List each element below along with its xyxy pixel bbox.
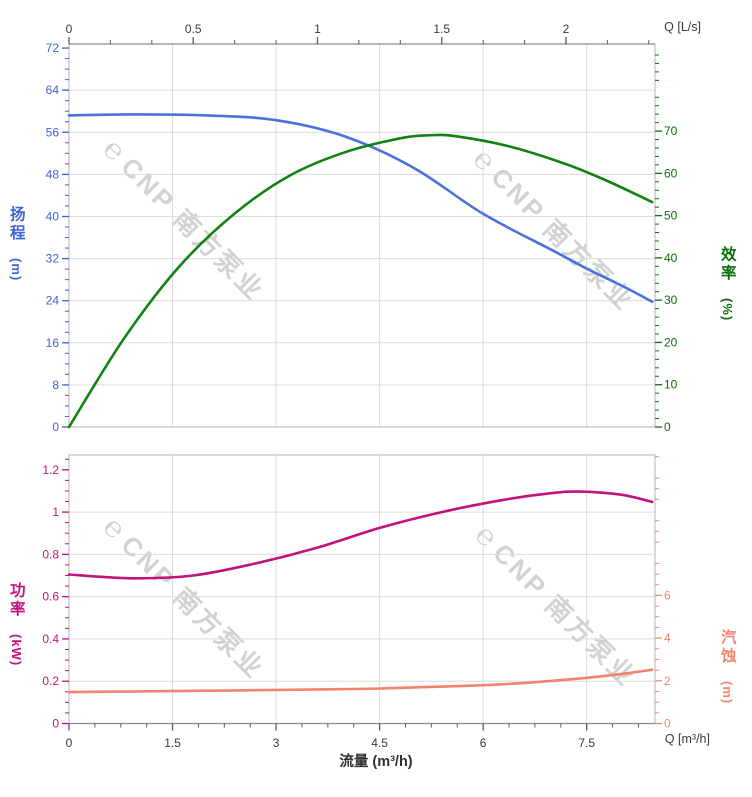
power-y-axis: 0 0.2 0.4 0.6 0.8 1 1.2 bbox=[42, 458, 69, 731]
svg-text:50: 50 bbox=[664, 209, 678, 223]
efficiency-axis-unit: (%) bbox=[719, 298, 735, 322]
svg-text:2: 2 bbox=[664, 674, 671, 688]
svg-text:40: 40 bbox=[46, 209, 60, 223]
svg-text:10: 10 bbox=[664, 378, 678, 392]
svg-text:2: 2 bbox=[563, 22, 570, 36]
bottom-axis-unit-label: Q [m³/h] bbox=[664, 732, 710, 746]
svg-text:0: 0 bbox=[52, 717, 59, 731]
head-axis-title-text: 扬程 bbox=[7, 206, 25, 243]
efficiency-curve bbox=[67, 133, 654, 429]
svg-text:30: 30 bbox=[664, 293, 678, 307]
power-curve bbox=[67, 490, 654, 580]
head-curve bbox=[67, 113, 654, 303]
top-axis-unit-label: Q [L/s] bbox=[664, 20, 701, 34]
svg-text:72: 72 bbox=[46, 41, 60, 55]
svg-text:0.6: 0.6 bbox=[42, 590, 59, 604]
svg-text:0: 0 bbox=[664, 420, 671, 434]
svg-text:6: 6 bbox=[480, 736, 487, 750]
svg-text:32: 32 bbox=[46, 252, 60, 266]
svg-text:1.5: 1.5 bbox=[164, 736, 181, 750]
npsh-axis-title-text: 汽蚀 bbox=[718, 629, 736, 666]
power-axis-title: 功率 (kW) bbox=[7, 582, 25, 667]
svg-text:0.2: 0.2 bbox=[42, 674, 59, 688]
bottom-x-axis: 0 1.5 3 4.5 6 7.5 bbox=[66, 723, 639, 750]
svg-text:0.8: 0.8 bbox=[42, 547, 59, 561]
top-x-axis: 0 0.5 1 1.5 2 bbox=[66, 22, 650, 44]
svg-text:16: 16 bbox=[46, 336, 60, 350]
flow-axis-title: 流量 (m³/h) bbox=[339, 754, 413, 770]
svg-text:70: 70 bbox=[664, 124, 678, 138]
svg-text:8: 8 bbox=[52, 378, 59, 392]
efficiency-y-axis: 0 10 20 30 40 50 60 70 bbox=[655, 54, 678, 434]
svg-text:0: 0 bbox=[66, 736, 73, 750]
npsh-axis-title: 汽蚀 (m) bbox=[718, 629, 736, 705]
svg-text:56: 56 bbox=[46, 125, 60, 139]
chart-frames bbox=[68, 43, 656, 725]
svg-text:48: 48 bbox=[46, 167, 60, 181]
svg-text:3: 3 bbox=[273, 736, 280, 750]
head-axis-unit: (m) bbox=[8, 258, 24, 282]
efficiency-axis-title: 效率 (%) bbox=[718, 246, 736, 322]
svg-text:0.5: 0.5 bbox=[185, 22, 202, 36]
svg-text:7.5: 7.5 bbox=[578, 736, 595, 750]
svg-text:0: 0 bbox=[52, 420, 59, 434]
svg-text:1.2: 1.2 bbox=[42, 463, 59, 477]
svg-text:1: 1 bbox=[314, 22, 321, 36]
svg-text:64: 64 bbox=[46, 83, 60, 97]
svg-text:1.5: 1.5 bbox=[433, 22, 450, 36]
chart1-gridlines bbox=[69, 44, 655, 427]
svg-text:20: 20 bbox=[664, 335, 678, 349]
npsh-curve bbox=[67, 668, 654, 694]
svg-text:0.4: 0.4 bbox=[42, 632, 59, 646]
svg-text:4: 4 bbox=[664, 631, 671, 645]
power-axis-title-text: 功率 bbox=[7, 582, 25, 619]
head-y-axis: 0 8 16 24 32 40 48 56 64 72 bbox=[46, 41, 69, 434]
svg-text:0: 0 bbox=[664, 717, 671, 731]
svg-text:60: 60 bbox=[664, 166, 678, 180]
svg-text:24: 24 bbox=[46, 294, 60, 308]
svg-text:6: 6 bbox=[664, 588, 671, 602]
efficiency-axis-title-text: 效率 bbox=[718, 246, 736, 283]
power-axis-unit: (kW) bbox=[8, 634, 24, 667]
npsh-axis-unit: (m) bbox=[719, 681, 735, 705]
npsh-y-axis: 0 2 4 6 bbox=[655, 456, 671, 731]
svg-text:40: 40 bbox=[664, 251, 678, 265]
chart2-gridlines bbox=[69, 455, 655, 724]
head-axis-title: 扬程 (m) bbox=[7, 206, 25, 282]
svg-text:4.5: 4.5 bbox=[371, 736, 388, 750]
svg-text:1: 1 bbox=[52, 505, 59, 519]
svg-text:0: 0 bbox=[66, 22, 73, 36]
